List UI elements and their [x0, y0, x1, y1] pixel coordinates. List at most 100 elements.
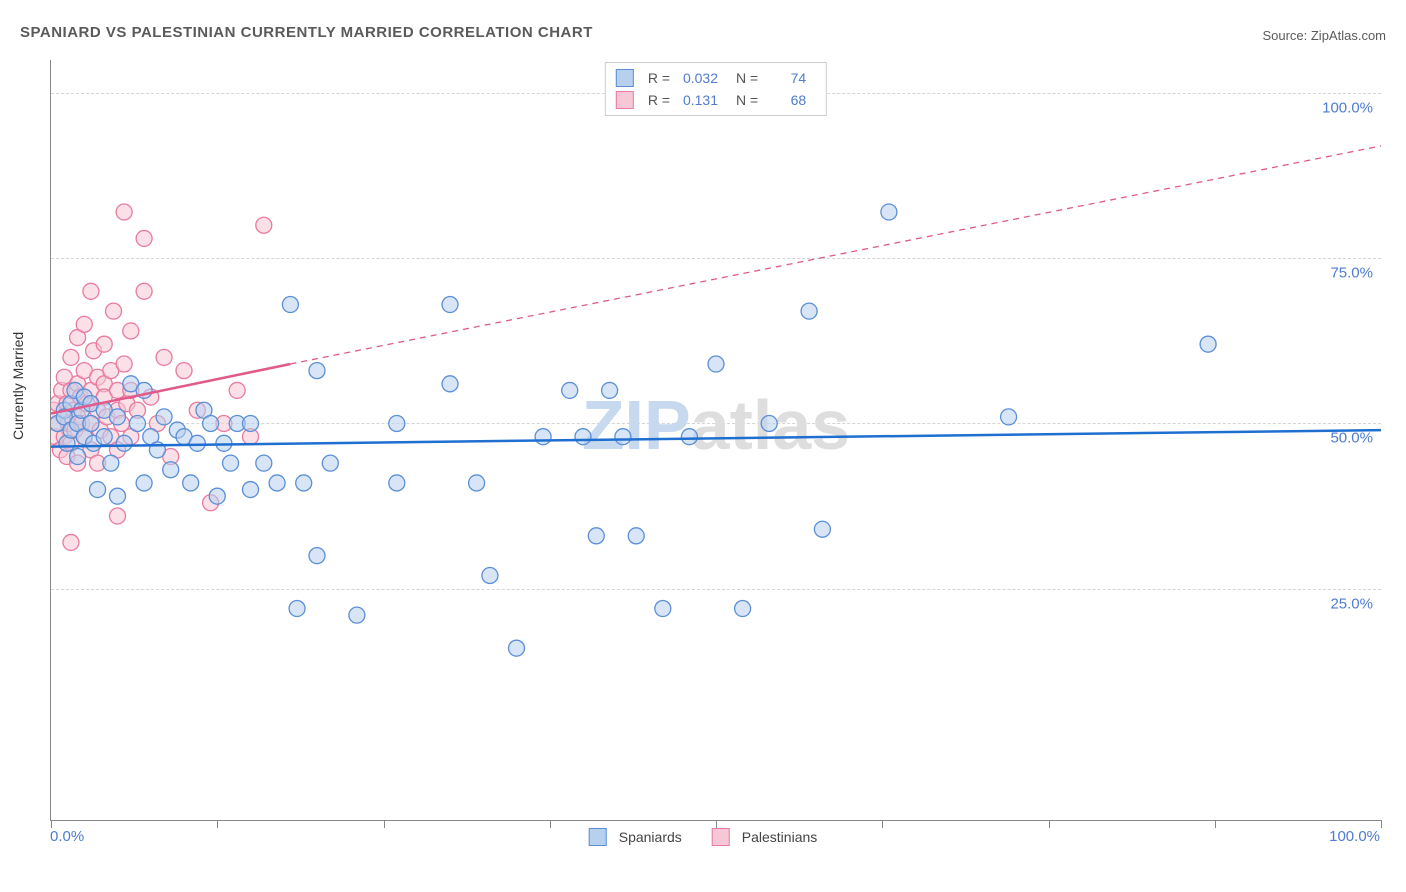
x-axis-max-label: 100.0%: [1329, 828, 1380, 845]
data-point: [183, 475, 199, 491]
n-label-2: N =: [736, 89, 758, 111]
r-value-2: 0.131: [678, 89, 718, 111]
data-point: [203, 415, 219, 431]
r-label-2: R =: [648, 89, 670, 111]
data-point: [223, 455, 239, 471]
data-point: [76, 316, 92, 332]
data-point: [209, 488, 225, 504]
data-point: [269, 475, 285, 491]
data-point: [96, 336, 112, 352]
x-tick: [217, 820, 218, 828]
data-point: [535, 429, 551, 445]
data-point: [282, 297, 298, 313]
data-point: [189, 435, 205, 451]
legend-item-palestinians: Palestinians: [712, 828, 818, 846]
x-tick: [1049, 820, 1050, 828]
data-point: [110, 409, 126, 425]
n-label-1: N =: [736, 67, 758, 89]
data-point: [389, 475, 405, 491]
data-point: [289, 601, 305, 617]
swatch-pink: [616, 91, 634, 109]
data-point: [156, 409, 172, 425]
data-point: [70, 449, 86, 465]
data-point: [106, 303, 122, 319]
y-axis-title: Currently Married: [10, 332, 26, 440]
x-tick: [716, 820, 717, 828]
data-point: [761, 415, 777, 431]
legend-row-1: R = 0.032 N = 74: [616, 67, 816, 89]
n-value-2: 68: [766, 89, 806, 111]
data-point: [136, 283, 152, 299]
data-point: [322, 455, 338, 471]
data-point: [243, 415, 259, 431]
data-point: [63, 534, 79, 550]
data-point: [575, 429, 591, 445]
data-point: [296, 475, 312, 491]
data-point: [83, 415, 99, 431]
chart-title: SPANIARD VS PALESTINIAN CURRENTLY MARRIE…: [20, 24, 593, 41]
data-point: [1200, 336, 1216, 352]
swatch-pink-2: [712, 828, 730, 846]
n-value-1: 74: [766, 67, 806, 89]
data-point: [1001, 409, 1017, 425]
data-point: [110, 508, 126, 524]
data-point: [96, 429, 112, 445]
legend-series: Spaniards Palestinians: [589, 828, 818, 846]
legend-label-1: Spaniards: [619, 829, 682, 845]
x-tick: [882, 820, 883, 828]
data-point: [615, 429, 631, 445]
data-point: [442, 297, 458, 313]
data-point: [63, 349, 79, 365]
trendline: [290, 146, 1381, 364]
data-point: [655, 601, 671, 617]
data-point: [389, 415, 405, 431]
data-point: [309, 548, 325, 564]
source-label: Source: ZipAtlas.com: [1262, 28, 1386, 43]
legend-row-2: R = 0.131 N = 68: [616, 89, 816, 111]
data-point: [103, 455, 119, 471]
data-point: [129, 415, 145, 431]
data-point: [442, 376, 458, 392]
data-point: [814, 521, 830, 537]
data-point: [469, 475, 485, 491]
x-axis-min-label: 0.0%: [50, 828, 84, 845]
data-point: [562, 382, 578, 398]
data-point: [482, 567, 498, 583]
swatch-blue-2: [589, 828, 607, 846]
data-point: [801, 303, 817, 319]
data-point: [90, 482, 106, 498]
data-point: [136, 230, 152, 246]
legend-stats: R = 0.032 N = 74 R = 0.131 N = 68: [605, 62, 827, 116]
data-point: [110, 488, 126, 504]
x-tick: [51, 820, 52, 828]
scatter-svg: [51, 60, 1381, 820]
r-value-1: 0.032: [678, 67, 718, 89]
data-point: [116, 204, 132, 220]
data-point: [588, 528, 604, 544]
data-point: [708, 356, 724, 372]
data-point: [243, 482, 259, 498]
data-point: [83, 283, 99, 299]
data-point: [136, 475, 152, 491]
data-point: [156, 349, 172, 365]
data-point: [123, 323, 139, 339]
data-point: [628, 528, 644, 544]
data-point: [163, 462, 179, 478]
data-point: [735, 601, 751, 617]
data-point: [309, 363, 325, 379]
data-point: [176, 363, 192, 379]
x-tick: [1215, 820, 1216, 828]
x-tick: [1381, 820, 1382, 828]
data-point: [681, 429, 697, 445]
data-point: [602, 382, 618, 398]
legend-label-2: Palestinians: [742, 829, 818, 845]
data-point: [116, 435, 132, 451]
r-label-1: R =: [648, 67, 670, 89]
legend-item-spaniards: Spaniards: [589, 828, 682, 846]
x-tick: [384, 820, 385, 828]
data-point: [256, 217, 272, 233]
data-point: [256, 455, 272, 471]
data-point: [881, 204, 897, 220]
plot-area: 25.0%50.0%75.0%100.0% ZIPatlas R = 0.032…: [50, 60, 1381, 821]
data-point: [229, 382, 245, 398]
